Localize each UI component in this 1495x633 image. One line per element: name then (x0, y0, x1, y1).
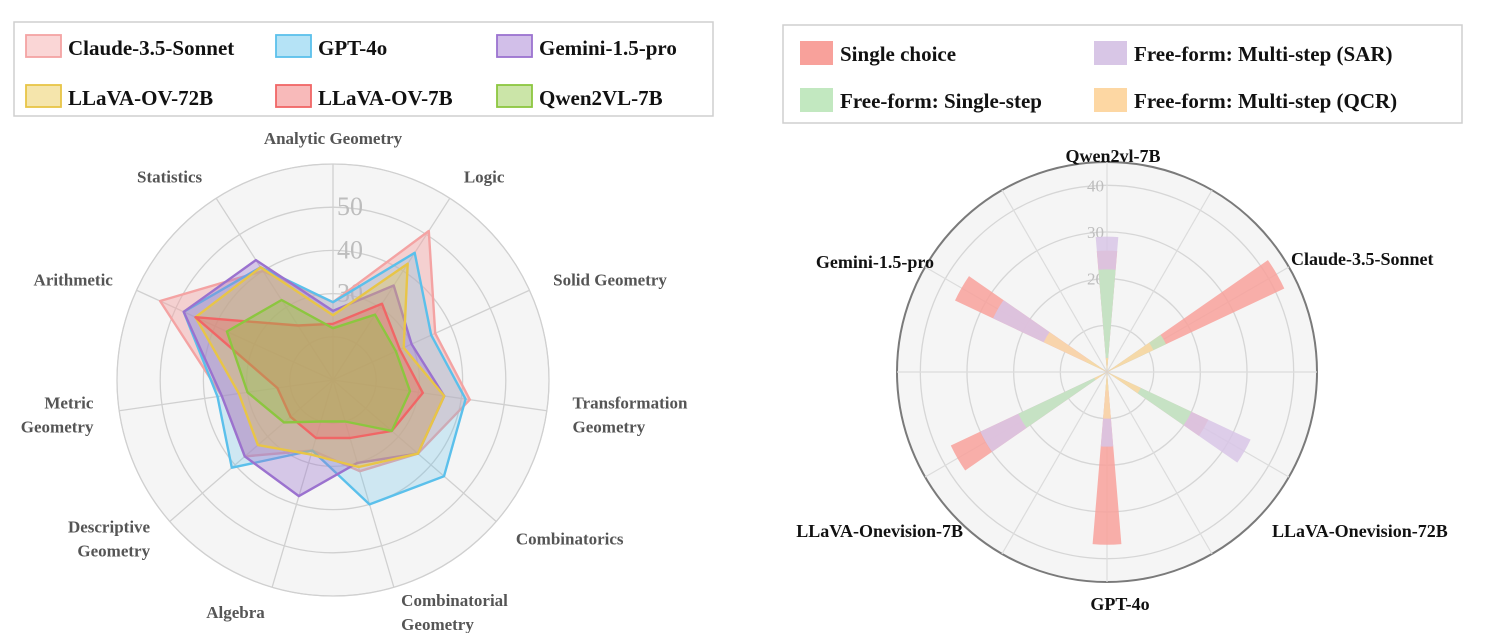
legend-label: Free-form: Multi-step (SAR) (1134, 42, 1393, 66)
legend-label: Single choice (840, 42, 956, 66)
radar-axis-label: Analytic Geometry (264, 129, 403, 148)
legend-label: Free-form: Multi-step (QCR) (1134, 89, 1397, 113)
radar-spoke (136, 289, 334, 381)
radar-axis-label: Statistics (137, 167, 203, 186)
radar-spoke (119, 379, 334, 412)
radar-tick-label: 50 (337, 192, 363, 221)
radar-spoke (271, 379, 334, 588)
radar-legend-box (13, 21, 714, 117)
polar-category-label: GPT-4o (1090, 594, 1149, 614)
polar-spoke (1106, 371, 1213, 555)
legend-label: Gemini-1.5-pro (539, 36, 677, 60)
radar-axis-label: Descriptive Geometry (68, 517, 151, 560)
radar-tick-label: 40 (337, 235, 363, 264)
polar-category-label: Claude-3.5-Sonnet (1291, 249, 1434, 269)
radar-axis-label: Metric Geometry (21, 393, 94, 436)
radar-axis-label: Combinatorics (516, 529, 624, 548)
polar-tick-label: 40 (1087, 176, 1104, 195)
radar-axis-label: Algebra (206, 603, 265, 622)
polar-spoke (1001, 189, 1108, 373)
legend-swatch-llava-ov-72b (25, 84, 62, 108)
legend-swatch-qwen2vl-7b (496, 84, 533, 108)
polar-bar-free-form-multi-step-qcr-gemini-1-5-pro (1103, 372, 1111, 419)
legend-swatch-llava-ov-7b (275, 84, 312, 108)
radar-legend: Claude-3.5-Sonnet GPT-4o Gemini-1.5-pro LLa… (13, 21, 714, 117)
legend-swatch-free-form-single-step (800, 88, 833, 112)
polar-category-label: Qwen2vl-7B (1065, 146, 1160, 166)
polar-bar-free-form-multi-step-qcr-claude-3-5-sonnet (1043, 332, 1107, 372)
legend-label: LLaVA-OV-72B (68, 86, 213, 110)
legend-label: Qwen2VL-7B (539, 86, 663, 110)
polar-bar-free-form-multi-step-qcr-llava-onevision-72b (1105, 357, 1109, 372)
radar-spoke (215, 197, 334, 381)
polar-bar-single-choice-gpt-4o (1092, 372, 1122, 545)
polar-category-label: LLaVA-Onevision-7B (796, 521, 963, 541)
polar-bar-free-form-multi-step-qcr-gpt-4o (1107, 342, 1154, 372)
polar-bar-free-form-multi-step-qcr-qwen2vl-7b (1094, 372, 1107, 380)
legend-swatch-claude-3-5-sonnet (25, 34, 62, 58)
legend-label: LLaVA-OV-7B (318, 86, 453, 110)
polar-spoke (1106, 189, 1213, 373)
radar-axis-label: Solid Geometry (553, 270, 667, 289)
radar-axis-label: Combinatorial Geometry (401, 591, 508, 633)
radar-spoke (332, 197, 451, 381)
legend-label: GPT-4o (318, 36, 387, 60)
radar-series-qwen2vl-7b (225, 298, 412, 433)
polar-bar-free-form-single-step-claude-3-5-sonnet (1018, 372, 1107, 428)
legend-swatch-free-form-multi-step-qcr (1094, 88, 1127, 112)
polar-bar-chart: 203040Qwen2vl-7BClaude-3.5-SonnetLLaVA-O… (796, 146, 1447, 614)
radar-spoke (332, 379, 547, 412)
radar-axis-label: Transformation Geometry (573, 393, 688, 436)
legend-swatch-gemini-1-5-pro (496, 34, 533, 58)
radar-spoke (332, 379, 497, 522)
polar-bar-legend: Single choice Free-form: Multi-step (SAR)… (782, 24, 1463, 124)
radar-axis-label: Logic (464, 167, 505, 186)
radar-series-llava-ov-7b (194, 302, 424, 440)
radar-spoke (332, 379, 395, 588)
legend-label: Free-form: Single-step (840, 89, 1042, 113)
polar-bar-free-form-single-step-gpt-4o (1098, 269, 1116, 372)
radar-axis-label: Arithmetic (34, 270, 114, 289)
legend-swatch-single-choice (800, 41, 833, 65)
polar-category-label: LLaVA-Onevision-72B (1272, 521, 1448, 541)
polar-category-label: Gemini-1.5-pro (816, 252, 934, 272)
legend-swatch-gpt-4o (275, 34, 312, 58)
radar-spoke (169, 379, 334, 522)
legend-label: Claude-3.5-Sonnet (68, 36, 234, 60)
polar-spoke (1001, 371, 1108, 555)
polar-bar-free-form-multi-step-qcr-llava-onevision-7b (1107, 372, 1141, 394)
legend-swatch-free-form-multi-step-sar (1094, 41, 1127, 65)
